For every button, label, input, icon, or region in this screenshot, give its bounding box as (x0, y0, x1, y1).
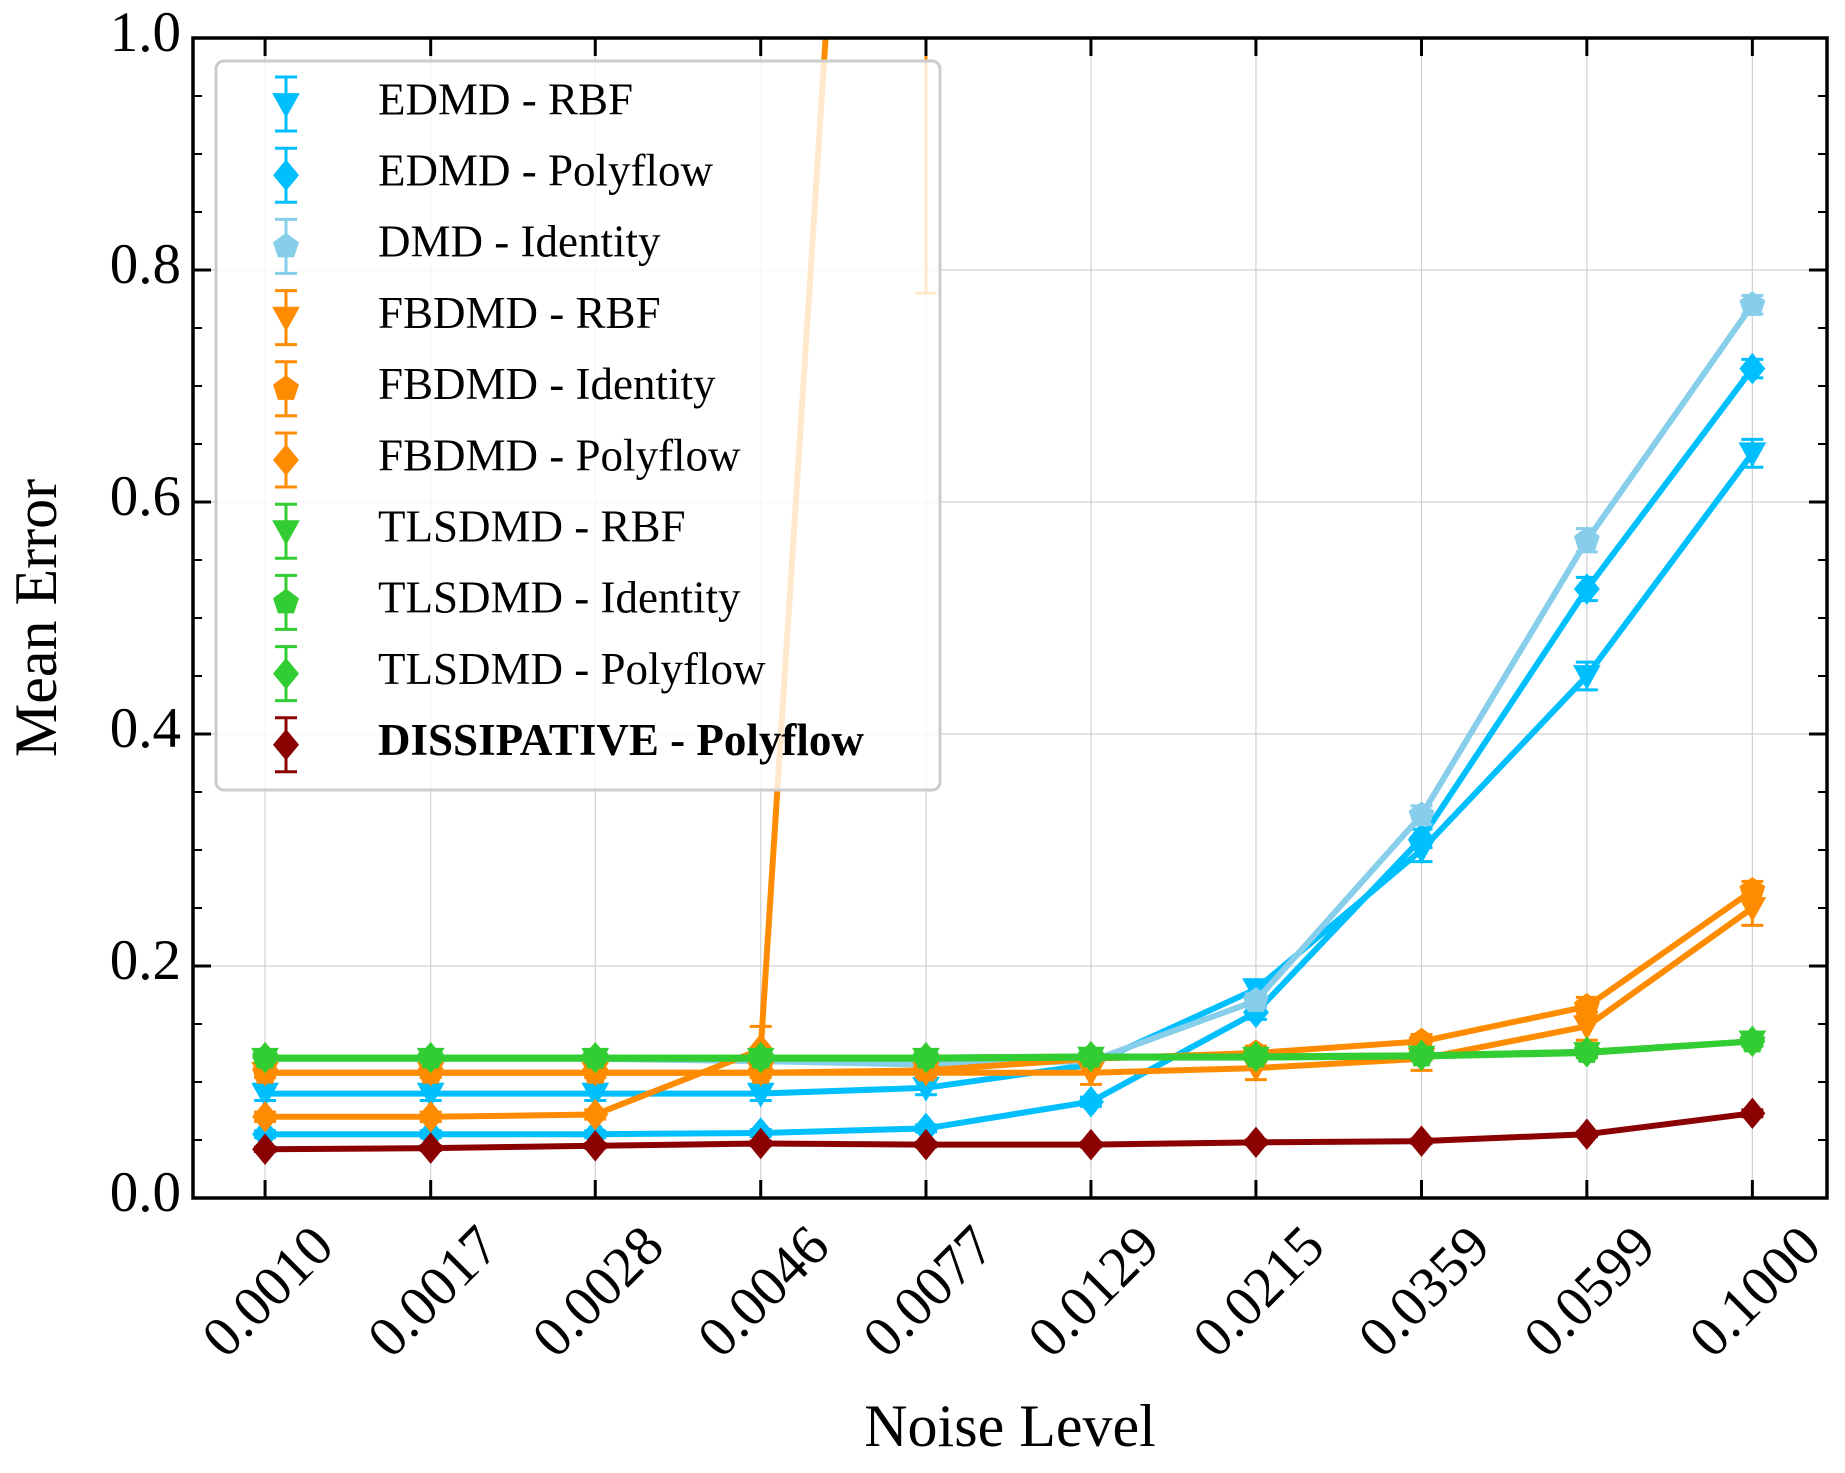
y-tick-label: 0.0 (110, 1161, 181, 1224)
series-line (265, 366, 1755, 1138)
legend-label: FBDMD - Identity (378, 359, 716, 409)
marker (1739, 876, 1766, 902)
legend-label: EDMD - Polyflow (378, 146, 713, 196)
marker (273, 232, 299, 258)
series-line (265, 451, 1755, 1097)
series (251, 437, 1767, 1108)
marker (252, 1041, 279, 1074)
y-tick-label: 0.8 (110, 233, 181, 296)
x-axis-label: Noise Level (864, 1393, 1156, 1459)
series (252, 1025, 1766, 1074)
marker (273, 588, 299, 614)
marker (582, 1130, 609, 1162)
marker (582, 1041, 609, 1074)
marker (912, 1041, 939, 1074)
marker (272, 520, 300, 546)
plot-frame (191, 36, 1829, 1200)
marker (1242, 1126, 1269, 1159)
marker (417, 1101, 444, 1133)
marker (1408, 801, 1435, 827)
marker (1077, 1085, 1104, 1118)
marker (1739, 291, 1766, 316)
marker (273, 729, 299, 761)
marker (272, 306, 300, 332)
marker (1242, 1040, 1269, 1073)
legend-label: DMD - Identity (378, 217, 661, 267)
legend: EDMD - RBF EDMD - Polyflow DMD - Identity F… (214, 59, 942, 792)
marker (273, 159, 299, 191)
marker (747, 1041, 774, 1074)
y-tick-label: 1.0 (110, 1, 181, 64)
legend-label: FBDMD - Polyflow (378, 430, 741, 480)
marker (273, 444, 299, 476)
marker (1573, 526, 1600, 552)
marker (273, 657, 299, 690)
marker (1077, 1128, 1104, 1161)
marker (1408, 822, 1435, 855)
marker (1408, 1039, 1435, 1072)
legend-label: TLSDMD - Identity (378, 573, 741, 623)
marker (747, 1127, 774, 1160)
marker (1739, 1025, 1766, 1058)
marker (582, 1098, 609, 1131)
legend-label: TLSDMD - RBF (378, 502, 686, 552)
legend-label: EDMD - RBF (378, 74, 633, 124)
y-tick-label: 0.6 (110, 465, 181, 528)
series (252, 1097, 1766, 1166)
marker (1573, 992, 1600, 1018)
marker (1408, 1125, 1435, 1157)
y-tick-label: 0.4 (110, 697, 181, 760)
marker (252, 1101, 279, 1133)
marker (1242, 987, 1269, 1012)
y-tick-label: 0.2 (110, 929, 181, 992)
legend-label: TLSDMD - Polyflow (378, 644, 766, 694)
plot-area (251, 38, 1767, 1166)
marker (417, 1132, 444, 1164)
marker (1739, 352, 1766, 385)
marker (252, 1133, 279, 1166)
marker (1573, 573, 1600, 605)
series-line (265, 888, 1755, 1076)
marker (1077, 1040, 1104, 1073)
marker (1573, 1118, 1600, 1150)
marker (273, 375, 299, 400)
marker (272, 93, 300, 119)
marker (1738, 442, 1767, 468)
marker (1573, 1036, 1600, 1068)
marker (417, 1041, 444, 1074)
marker (1572, 665, 1601, 691)
legend-label: DISSIPATIVE - Polyflow (378, 715, 864, 765)
y-axis-label: Mean Error (3, 479, 69, 757)
legend-label: FBDMD - RBF (378, 288, 661, 338)
marker (912, 1128, 939, 1161)
series-line (265, 1110, 1753, 1153)
series-line (265, 1038, 1753, 1061)
legend-box (214, 59, 942, 792)
marker (1739, 1097, 1766, 1130)
